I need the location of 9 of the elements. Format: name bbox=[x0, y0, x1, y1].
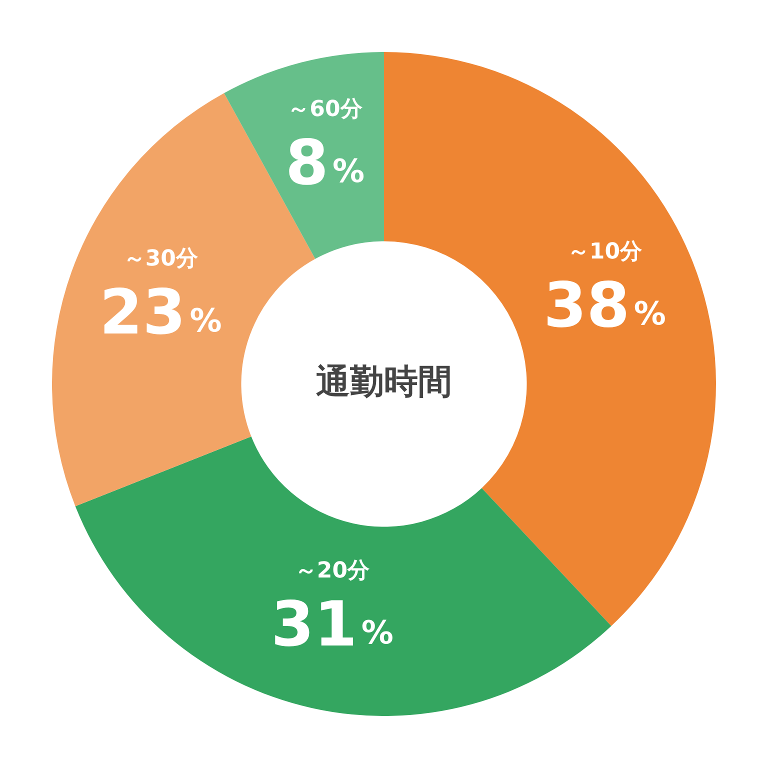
slice-label: ～20分 bbox=[294, 558, 371, 584]
data-label: 31% bbox=[271, 588, 394, 661]
data-label: 8% bbox=[285, 126, 365, 200]
slice-label: ～30分 bbox=[123, 246, 199, 272]
data-label: 38% bbox=[544, 268, 666, 342]
slice-label: ～10分 bbox=[567, 240, 644, 265]
text: 通勤時間 bbox=[316, 362, 452, 402]
slice-label: ～60分 bbox=[288, 97, 364, 122]
data-label: 23% bbox=[99, 276, 222, 349]
